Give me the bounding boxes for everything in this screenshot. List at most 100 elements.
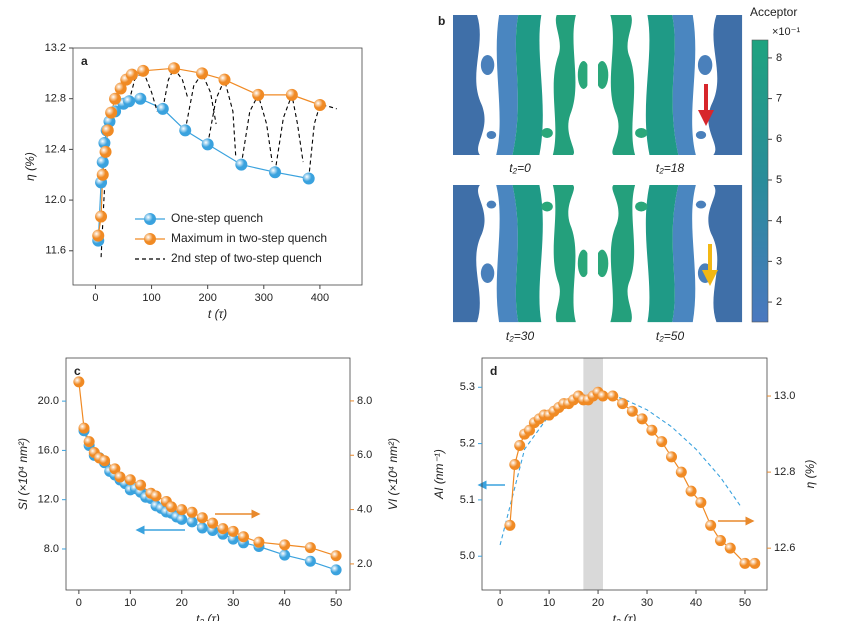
- legend-label: One-step quench: [171, 211, 263, 225]
- marker: [509, 458, 521, 470]
- snapshot-label: t₂=50: [656, 329, 685, 343]
- snapshot: [453, 15, 588, 155]
- y-tick-label: 13.2: [45, 42, 66, 54]
- marker: [207, 517, 219, 529]
- y2-tick-label: 4.0: [357, 503, 372, 515]
- marker: [626, 405, 638, 417]
- marker: [597, 390, 609, 402]
- y-tick-label: 5.3: [460, 381, 475, 393]
- marker: [675, 466, 687, 478]
- marker: [105, 106, 118, 119]
- legend-marker: [144, 213, 156, 225]
- x-tick-label: 0: [92, 292, 98, 304]
- marker: [238, 531, 249, 543]
- x-tick-label: 40: [279, 597, 291, 609]
- colorbar-tick-label: 5: [776, 174, 782, 186]
- marker: [201, 138, 214, 151]
- x-axis-label: t₂ (τ): [613, 612, 637, 621]
- marker: [304, 542, 316, 554]
- marker: [724, 542, 736, 554]
- marker: [253, 536, 265, 548]
- marker: [137, 64, 150, 77]
- marker: [176, 513, 188, 525]
- y-axis-label: AI (nm⁻¹): [432, 449, 446, 500]
- marker: [78, 422, 90, 434]
- marker: [103, 115, 116, 128]
- marker: [124, 474, 136, 486]
- x-tick-label: 20: [592, 597, 604, 609]
- x-tick-label: 30: [641, 597, 653, 609]
- colorbar-tick-label: 7: [776, 93, 782, 105]
- x-axis-label: t₂ (τ): [196, 612, 220, 621]
- marker: [95, 210, 108, 223]
- colorbar: [751, 39, 769, 323]
- marker: [98, 137, 111, 150]
- marker: [99, 145, 112, 158]
- marker: [217, 523, 229, 535]
- marker: [636, 413, 648, 425]
- colorbar-tick-label: 6: [776, 133, 782, 145]
- legend-label: Maximum in two-step quench: [171, 231, 327, 245]
- marker: [186, 506, 198, 518]
- highlight-span: [583, 358, 603, 590]
- x-tick-label: 10: [124, 597, 136, 609]
- snapshot: [453, 185, 588, 323]
- plot-frame: [481, 357, 768, 591]
- y2-axis-label: VI (×10⁴ nm²): [386, 438, 400, 510]
- marker: [235, 158, 248, 171]
- marker: [196, 512, 208, 524]
- x-tick-label: 50: [330, 597, 342, 609]
- colorbar-tick-label: 2: [776, 296, 782, 308]
- colorbar-scale: ×10⁻¹: [772, 26, 800, 38]
- y-axis-label: η (%): [23, 152, 37, 181]
- y-tick-label: 16.0: [38, 444, 59, 456]
- marker: [109, 463, 121, 475]
- marker: [714, 535, 726, 547]
- marker: [150, 490, 162, 502]
- marker: [73, 376, 85, 388]
- x-tick-label: 0: [76, 597, 82, 609]
- y2-tick-label: 6.0: [357, 449, 372, 461]
- x-tick-label: 300: [255, 292, 273, 304]
- plot-frame: [65, 357, 351, 591]
- colorbar-tick-label: 3: [776, 255, 782, 267]
- y2-axis-label: η (%): [803, 460, 817, 489]
- marker: [165, 501, 177, 513]
- colorbar-title: Acceptor: [750, 5, 797, 19]
- marker: [96, 156, 109, 169]
- x-tick-label: 200: [198, 292, 216, 304]
- marker: [666, 451, 678, 463]
- marker: [739, 557, 751, 569]
- marker: [186, 516, 198, 528]
- x-tick-label: 20: [176, 597, 188, 609]
- snapshot-label: t₂=30: [506, 329, 535, 343]
- x-tick-label: 30: [227, 597, 239, 609]
- marker: [168, 62, 181, 75]
- panel-label: d: [490, 364, 497, 378]
- marker: [285, 88, 298, 101]
- y-tick-label: 8.0: [44, 543, 59, 555]
- marker: [134, 92, 147, 105]
- marker: [196, 522, 208, 534]
- x-tick-label: 0: [497, 597, 503, 609]
- snapshot: [598, 15, 743, 155]
- marker: [135, 479, 147, 491]
- x-tick-label: 10: [543, 597, 555, 609]
- marker: [83, 436, 95, 448]
- y2-tick-label: 12.6: [774, 542, 795, 554]
- marker: [156, 102, 169, 115]
- y2-tick-label: 8.0: [357, 395, 372, 407]
- y-tick-label: 5.2: [460, 437, 475, 449]
- marker: [304, 555, 316, 567]
- x-axis-label: t (τ): [208, 307, 227, 321]
- marker: [92, 229, 105, 242]
- colorbar-tick-label: 8: [776, 52, 782, 64]
- marker: [269, 166, 282, 179]
- colorbar-tick-label: 4: [776, 215, 782, 227]
- marker: [279, 549, 291, 561]
- y2-tick-label: 2.0: [357, 558, 372, 570]
- marker: [705, 519, 717, 531]
- marker: [313, 99, 326, 112]
- marker: [617, 398, 629, 410]
